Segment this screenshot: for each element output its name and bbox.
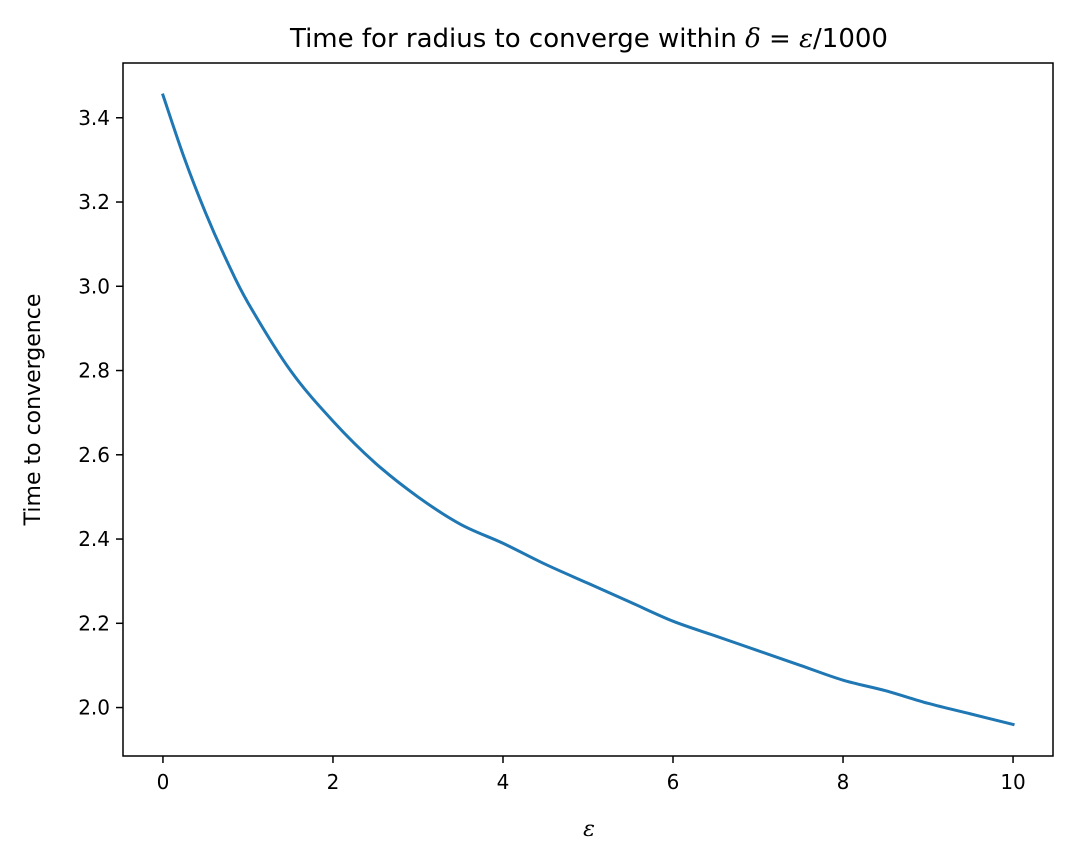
y-tick-label: 2.4 — [78, 527, 110, 551]
x-tick-label: 8 — [837, 770, 850, 794]
y-axis-label: Time to convergence — [21, 294, 46, 527]
chart-title-epsilon: ε — [799, 24, 813, 54]
plot-area — [161, 93, 1015, 727]
plot-frame — [122, 62, 1054, 757]
y-tick-label: 3.4 — [78, 106, 110, 130]
y-tick-label: 2.6 — [78, 443, 110, 467]
y-tick-label: 2.2 — [78, 611, 110, 635]
y-tick-label: 2.8 — [78, 359, 110, 383]
x-axis-label: ε — [583, 817, 595, 842]
x-tick-label: 2 — [327, 770, 340, 794]
y-tick-label: 3.0 — [78, 274, 110, 298]
x-tick-label: 10 — [1000, 770, 1025, 794]
chart-title-suffix: /1000 — [813, 24, 888, 54]
chart-title-text: Time for radius to converge within — [289, 24, 745, 54]
x-tick-label: 0 — [157, 770, 170, 794]
y-tick-label: 2.0 — [78, 696, 110, 720]
x-tick-label: 4 — [497, 770, 510, 794]
chart-title-equals: = — [761, 24, 799, 54]
y-tick-label: 3.2 — [78, 190, 110, 214]
series-line — [161, 93, 1015, 727]
chart-title-delta: δ — [745, 24, 761, 54]
axis-ticks: 0 2 4 6 8 10 2.0 2.2 2.4 2.6 2.8 3.0 3.2 3.4 — [78, 106, 1026, 794]
chart-title: Time for radius to converge within δ = ε… — [289, 24, 888, 54]
x-tick-label: 6 — [667, 770, 680, 794]
